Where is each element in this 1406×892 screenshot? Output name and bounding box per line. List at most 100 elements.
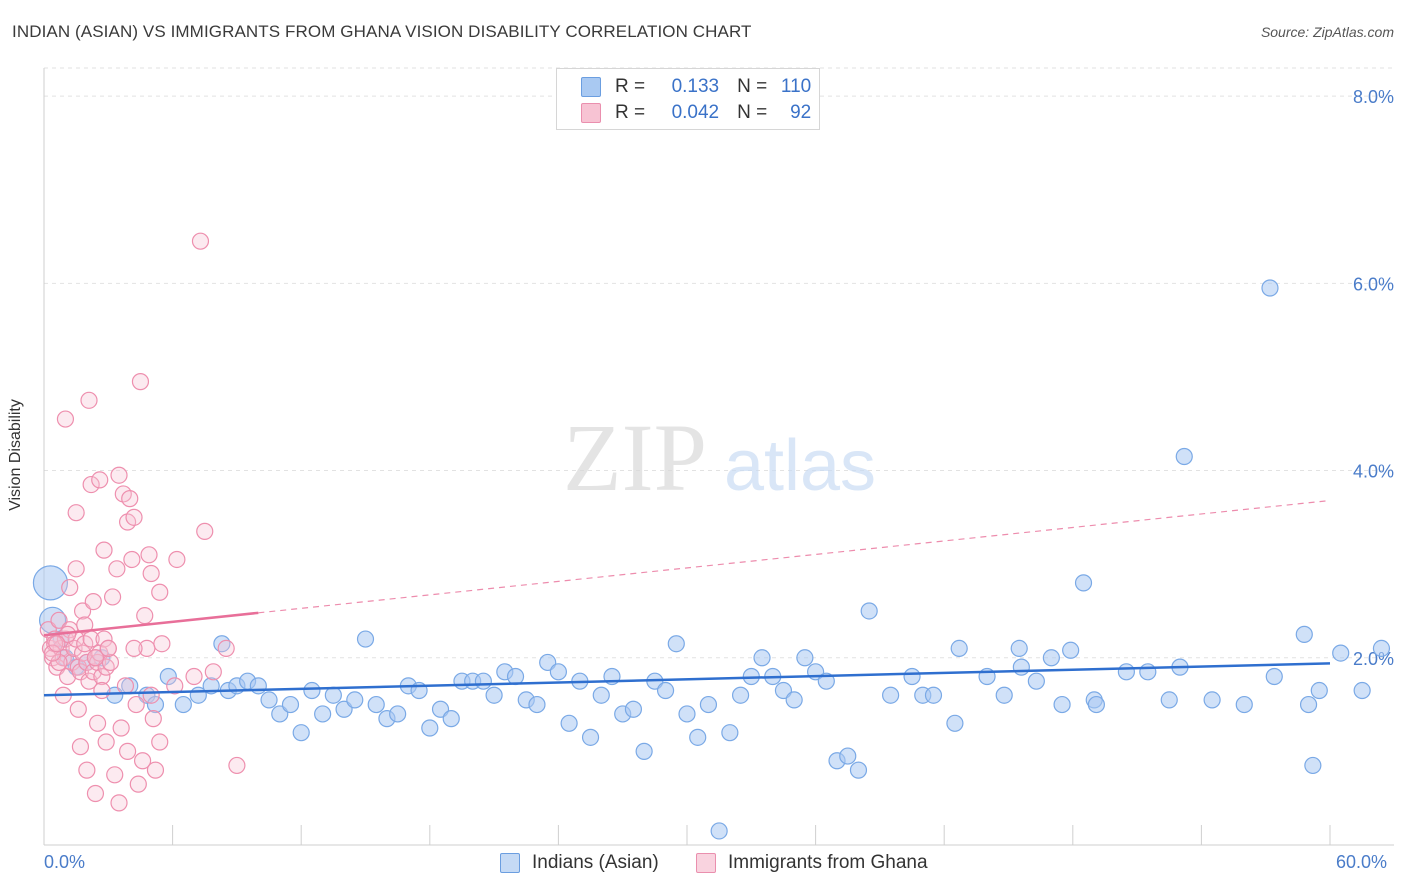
series-legend: Indians (Asian) Immigrants from Ghana: [0, 852, 1406, 878]
ghana-point: [142, 564, 160, 583]
indians-point: [442, 710, 460, 728]
y-tick-label: 8.0%: [1353, 87, 1394, 107]
ghana-point: [67, 560, 85, 578]
ghana-point: [99, 639, 117, 658]
ghana-point: [69, 700, 87, 718]
indians-point: [324, 686, 342, 704]
legend-row-indians: R = 0.133 N = 110: [581, 75, 811, 99]
indians-point: [303, 681, 321, 700]
legend-swatch-indians: [581, 77, 601, 97]
indians-point: [292, 724, 310, 742]
y-tick-label: 4.0%: [1353, 462, 1394, 482]
ghana-point: [84, 663, 102, 681]
correlation-legend: R = 0.133 N = 110 R = 0.042 N = 92: [556, 68, 820, 130]
ghana-point: [127, 695, 145, 714]
indians-point: [485, 686, 503, 704]
x-tick-max: 60.0%: [1336, 852, 1388, 872]
legend-r-key: R =: [615, 76, 646, 97]
ghana-point: [133, 752, 152, 770]
series-swatch-ghana: [696, 853, 716, 873]
indians-point: [32, 565, 69, 601]
ghana-point: [101, 653, 120, 672]
legend-r-value: 0.042: [671, 102, 720, 123]
indians-point: [260, 691, 278, 709]
source-credit: Source: ZipAtlas.com: [1260, 24, 1394, 40]
indians-point: [1010, 639, 1028, 658]
indians-point: [839, 747, 857, 765]
indians-point: [1332, 644, 1350, 662]
indians-point: [1012, 658, 1030, 676]
ghana-point: [95, 630, 113, 648]
ghana-point: [88, 714, 107, 732]
indians-point: [1062, 641, 1080, 659]
ghana-point: [86, 784, 105, 803]
legend-n-key: N =: [737, 102, 768, 123]
ghana-point: [129, 775, 147, 793]
indians-point: [356, 630, 375, 648]
indians-point: [656, 681, 675, 700]
ghana-point: [151, 733, 169, 751]
ghana-point: [50, 653, 68, 672]
ghana-point: [93, 667, 111, 686]
indians-point: [995, 686, 1013, 704]
ghana-point: [108, 560, 126, 578]
indians-point: [710, 822, 728, 840]
indians-point: [1175, 447, 1193, 466]
indians-point: [1027, 672, 1045, 690]
indians-point: [1203, 691, 1221, 709]
indians-point: [1139, 663, 1157, 681]
indians-point: [903, 667, 921, 686]
ghana-point: [168, 550, 186, 569]
indians-point: [146, 695, 165, 714]
indians-point: [635, 742, 653, 760]
ghana-point: [142, 686, 160, 704]
ghana-point: [118, 742, 137, 760]
indians-point: [785, 691, 803, 709]
series-swatch-indians: [500, 853, 520, 873]
ghana-point: [116, 677, 135, 695]
indians-point: [1042, 649, 1060, 667]
indians-point: [581, 728, 600, 746]
series-label-indians: Indians (Asian): [532, 852, 659, 873]
ghana-point: [125, 639, 143, 658]
ghana-point: [110, 794, 128, 812]
indians-point: [1087, 695, 1105, 714]
ghana-point: [95, 541, 113, 559]
indians-point: [560, 714, 578, 732]
indians-point: [860, 602, 878, 620]
ghana-point: [204, 663, 222, 681]
indians-point: [474, 672, 492, 690]
ghana-point: [138, 639, 156, 658]
indians-point: [592, 686, 610, 704]
ghana-point: [103, 588, 122, 606]
x-tick-min: 0.0%: [44, 852, 86, 872]
legend-row-ghana: R = 0.042 N = 92: [581, 101, 811, 125]
indians-point: [882, 686, 900, 704]
indians-point: [1265, 667, 1283, 686]
indians-point: [281, 695, 300, 714]
indians-point: [1261, 279, 1279, 297]
watermark-zip: ZIP: [563, 404, 707, 511]
ghana-point: [76, 616, 94, 634]
indians-point: [1074, 574, 1093, 592]
legend-n-value: 92: [790, 102, 812, 123]
indians-point: [721, 724, 739, 742]
ghana-trend-extension: [258, 499, 1331, 614]
legend-swatch-ghana: [581, 103, 601, 123]
indians-point: [1053, 695, 1071, 714]
ghana-point: [78, 761, 96, 779]
ghana-point: [125, 508, 143, 526]
indians-point: [849, 761, 868, 779]
ghana-point: [80, 391, 98, 409]
ghana-point: [91, 471, 109, 489]
indians-point: [753, 649, 771, 667]
ghana-point: [228, 756, 246, 775]
indians-point: [796, 649, 814, 667]
ghana-point: [86, 649, 105, 667]
ghana-point: [136, 607, 154, 625]
series-legend-ghana: Immigrants from Ghana: [696, 852, 928, 874]
ghana-point: [217, 639, 235, 658]
ghana-point: [61, 578, 79, 597]
indians-point: [421, 719, 439, 737]
